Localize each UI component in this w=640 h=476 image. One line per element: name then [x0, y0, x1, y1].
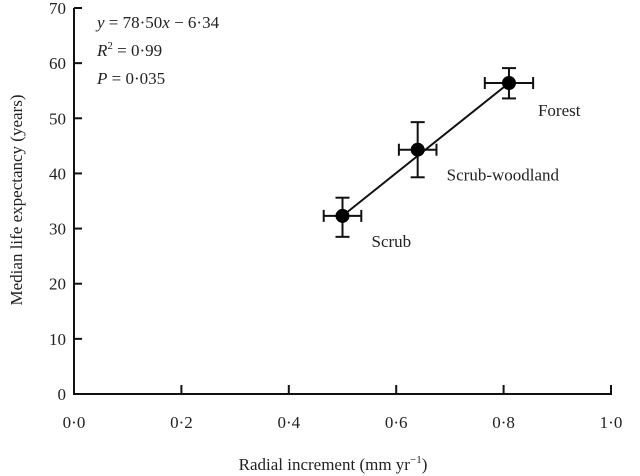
data-point	[397, 121, 438, 179]
y-tick-label: 60	[49, 54, 66, 73]
y-tick-label: 0	[58, 385, 67, 404]
x-tick-label: 0·2	[170, 413, 193, 432]
point-label: Forest	[538, 101, 581, 120]
point-label: Scrub	[372, 232, 412, 251]
x-tick-label: 0·0	[63, 413, 86, 432]
y-tick-label: 70	[49, 0, 66, 18]
y-axis-title: Median life expectancy (years)	[7, 95, 26, 306]
r-squared: R2 = 0·99	[96, 40, 162, 60]
x-tick-label: 0·8	[492, 413, 515, 432]
point-marker	[410, 142, 425, 157]
y-tick-labels: 0 10 20 30 40 50 60 70	[49, 0, 66, 404]
point-label: Scrub-woodland	[447, 166, 560, 185]
x-tick-label: 0·4	[277, 413, 300, 432]
regression-equation: y = 78·50x − 6·34	[95, 13, 220, 32]
data-series: Scrub Scrub-woodland Forest	[322, 67, 581, 251]
point-marker	[335, 208, 350, 223]
x-tick-label: 1·0	[600, 413, 623, 432]
p-value: P = 0·035	[96, 69, 165, 88]
x-axis-title: Radial increment (mm yr−1)	[239, 454, 428, 474]
y-tick-label: 30	[49, 220, 66, 239]
x-tick-label: 0·6	[385, 413, 408, 432]
axes	[73, 7, 612, 395]
y-tick-label: 40	[49, 164, 66, 183]
y-tick-label: 20	[49, 275, 66, 294]
point-marker	[501, 75, 516, 90]
y-tick-label: 50	[49, 109, 66, 128]
y-tick-label: 10	[49, 330, 66, 349]
data-point	[322, 196, 363, 238]
data-point	[483, 67, 535, 100]
x-tick-labels: 0·0 0·2 0·4 0·6 0·8 1·0	[63, 413, 623, 432]
